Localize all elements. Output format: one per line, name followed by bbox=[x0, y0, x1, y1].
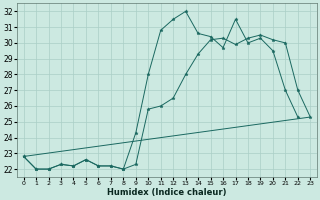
X-axis label: Humidex (Indice chaleur): Humidex (Indice chaleur) bbox=[107, 188, 227, 197]
